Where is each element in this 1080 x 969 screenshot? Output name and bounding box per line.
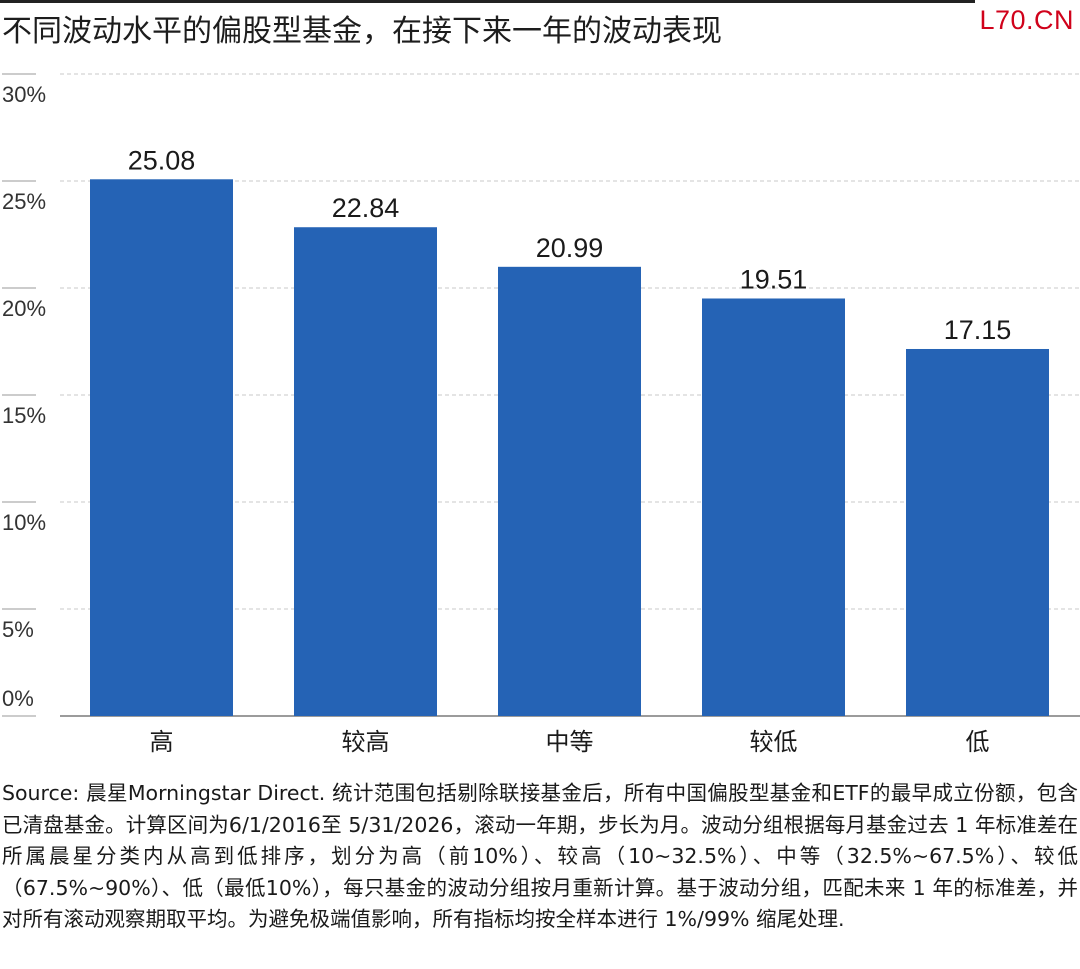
y-tick-label: 5% — [2, 617, 34, 642]
bar — [702, 298, 845, 716]
chart-title: 不同波动水平的偏股型基金，在接下来一年的波动表现 — [2, 14, 722, 49]
x-tick-label: 较高 — [342, 729, 390, 756]
source-note: Source: 晨星Morningstar Direct. 统计范围包括剔除联接… — [2, 781, 1078, 931]
y-tick-label: 10% — [2, 510, 46, 535]
value-labels: 25.08 22.84 20.99 19.51 17.15 — [128, 145, 1012, 345]
bar-chart: 0% 5% 10% 15% 20% 25% 30% 25.08 22.84 20.99 19.51… — [2, 73, 1080, 756]
bar-value-label: 17.15 — [944, 315, 1012, 345]
y-tick-label: 15% — [2, 403, 46, 428]
bars — [90, 179, 1049, 717]
y-tick-label: 0% — [2, 686, 34, 711]
top-rule — [0, 0, 975, 3]
x-tick-label: 高 — [150, 729, 174, 756]
y-axis-ticks: 0% 5% 10% 15% 20% 25% 30% — [2, 73, 46, 717]
brand-watermark: L70.CN — [979, 5, 1074, 35]
x-axis-ticks: 高 较高 中等 较低 低 — [150, 729, 990, 756]
bar-value-label: 22.84 — [332, 193, 400, 223]
bar — [906, 348, 1049, 716]
bar — [294, 227, 437, 716]
bar — [498, 266, 641, 716]
bar-value-label: 20.99 — [536, 233, 604, 263]
y-tick-label: 25% — [2, 189, 46, 214]
x-tick-label: 较低 — [750, 729, 798, 756]
x-tick-label: 中等 — [546, 729, 594, 756]
y-tick-label: 20% — [2, 296, 46, 321]
bar-value-label: 19.51 — [740, 264, 808, 294]
bar-value-label: 25.08 — [128, 145, 196, 175]
y-tick-label: 30% — [2, 82, 46, 107]
bar — [90, 179, 233, 717]
x-tick-label: 低 — [966, 729, 990, 756]
